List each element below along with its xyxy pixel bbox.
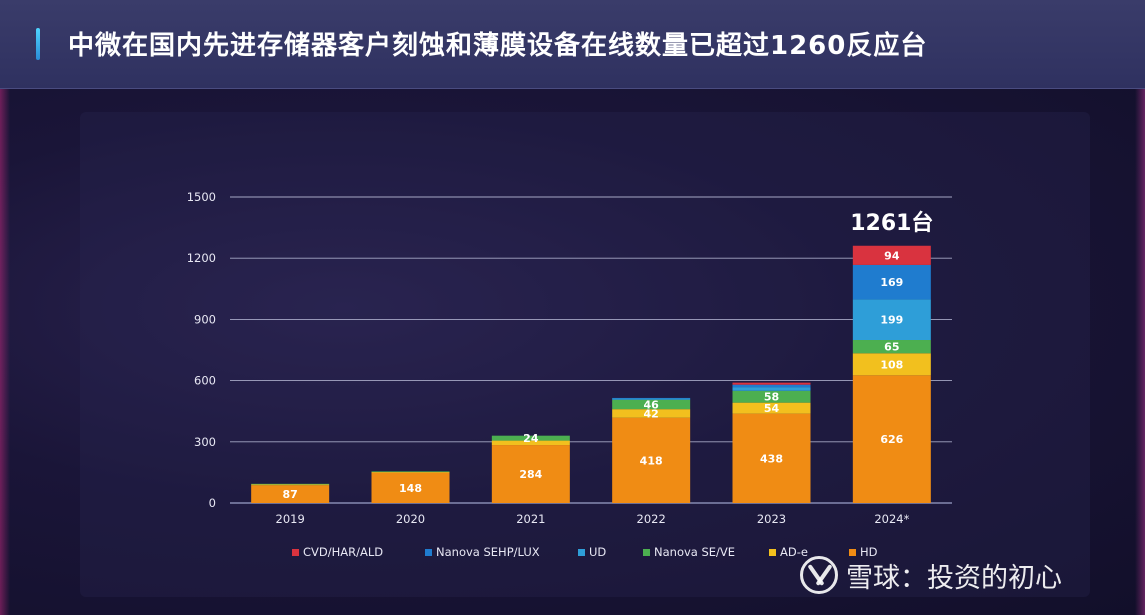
legend-swatch bbox=[849, 549, 856, 556]
bar-segment bbox=[852, 340, 931, 354]
legend-swatch bbox=[292, 549, 299, 556]
legend-swatch bbox=[578, 549, 585, 556]
legend-label: CVD/HAR/ALD bbox=[303, 545, 383, 559]
bar-segment bbox=[732, 402, 811, 414]
legend-label: HD bbox=[860, 545, 878, 559]
y-tick-label: 900 bbox=[194, 312, 216, 326]
data-label: 418 bbox=[640, 454, 663, 467]
x-tick-label: 2021 bbox=[516, 512, 545, 526]
data-label: 46 bbox=[644, 398, 660, 411]
legend-label: AD-e bbox=[780, 545, 808, 559]
watermark-text: 雪球：投资的初心 bbox=[846, 562, 1062, 594]
bar-segment bbox=[371, 471, 450, 472]
x-tick-label: 2023 bbox=[757, 512, 786, 526]
bar-segment bbox=[852, 375, 931, 503]
data-label: 58 bbox=[764, 391, 779, 404]
legend-label: Nanova SEHP/LUX bbox=[436, 545, 540, 559]
bar-segment bbox=[852, 264, 931, 300]
y-tick-label: 0 bbox=[209, 496, 216, 510]
bar-segment bbox=[732, 387, 811, 391]
bar-segment bbox=[852, 245, 931, 265]
x-tick-label: 2024* bbox=[874, 512, 909, 526]
bar-segment bbox=[732, 390, 811, 403]
bar-segment bbox=[732, 384, 811, 388]
bar-segment bbox=[732, 382, 811, 385]
data-label: 148 bbox=[399, 482, 422, 495]
title-accent-bar bbox=[36, 28, 40, 60]
data-label: 87 bbox=[283, 488, 298, 501]
data-label: 284 bbox=[519, 468, 542, 481]
y-tick-label: 1200 bbox=[187, 251, 216, 265]
legend-swatch bbox=[425, 549, 432, 556]
bar-segment bbox=[612, 398, 691, 400]
legend-swatch bbox=[769, 549, 776, 556]
legend-swatch bbox=[643, 549, 650, 556]
data-label: 626 bbox=[880, 433, 903, 446]
data-label: 54 bbox=[764, 402, 780, 415]
bar-segment bbox=[612, 397, 691, 399]
data-label: 24 bbox=[523, 432, 539, 445]
bar-segment bbox=[732, 413, 811, 503]
total-annotation: 1261台 bbox=[850, 210, 933, 236]
y-tick-label: 300 bbox=[194, 435, 216, 449]
bar-segment bbox=[612, 409, 691, 418]
data-label: 108 bbox=[880, 358, 903, 371]
bar-segment bbox=[251, 483, 330, 485]
bar-segment bbox=[371, 472, 450, 503]
bar-segment bbox=[251, 485, 330, 503]
bar-segment bbox=[491, 445, 570, 503]
y-tick-label: 600 bbox=[194, 374, 216, 388]
data-label: 169 bbox=[880, 276, 903, 289]
x-tick-label: 2020 bbox=[396, 512, 425, 526]
bar-segment bbox=[612, 399, 691, 410]
x-tick-label: 2019 bbox=[276, 512, 305, 526]
bar-segment bbox=[612, 417, 691, 503]
bar-segment bbox=[371, 471, 450, 473]
y-tick-label: 1500 bbox=[187, 190, 216, 204]
xueqiu-logo-icon bbox=[800, 556, 838, 594]
data-label: 438 bbox=[760, 452, 783, 465]
watermark: 雪球：投资的初心 bbox=[800, 555, 1062, 595]
legend-label: UD bbox=[589, 545, 606, 559]
data-label: 65 bbox=[884, 341, 899, 354]
page-title: 中微在国内先进存储器客户刻蚀和薄膜设备在线数量已超过1260反应台 bbox=[68, 31, 928, 61]
bar-segment bbox=[852, 299, 931, 341]
header: 中微在国内先进存储器客户刻蚀和薄膜设备在线数量已超过1260反应台 bbox=[0, 0, 1145, 89]
legend-label: Nanova SE/VE bbox=[654, 545, 735, 559]
bar-segment bbox=[251, 484, 330, 486]
data-label: 94 bbox=[884, 249, 900, 262]
bar-segment bbox=[491, 440, 570, 446]
data-label: 199 bbox=[880, 314, 903, 327]
bar-segment bbox=[491, 435, 570, 441]
data-label: 42 bbox=[644, 407, 659, 420]
bar-segment bbox=[852, 353, 931, 376]
x-tick-label: 2022 bbox=[637, 512, 666, 526]
